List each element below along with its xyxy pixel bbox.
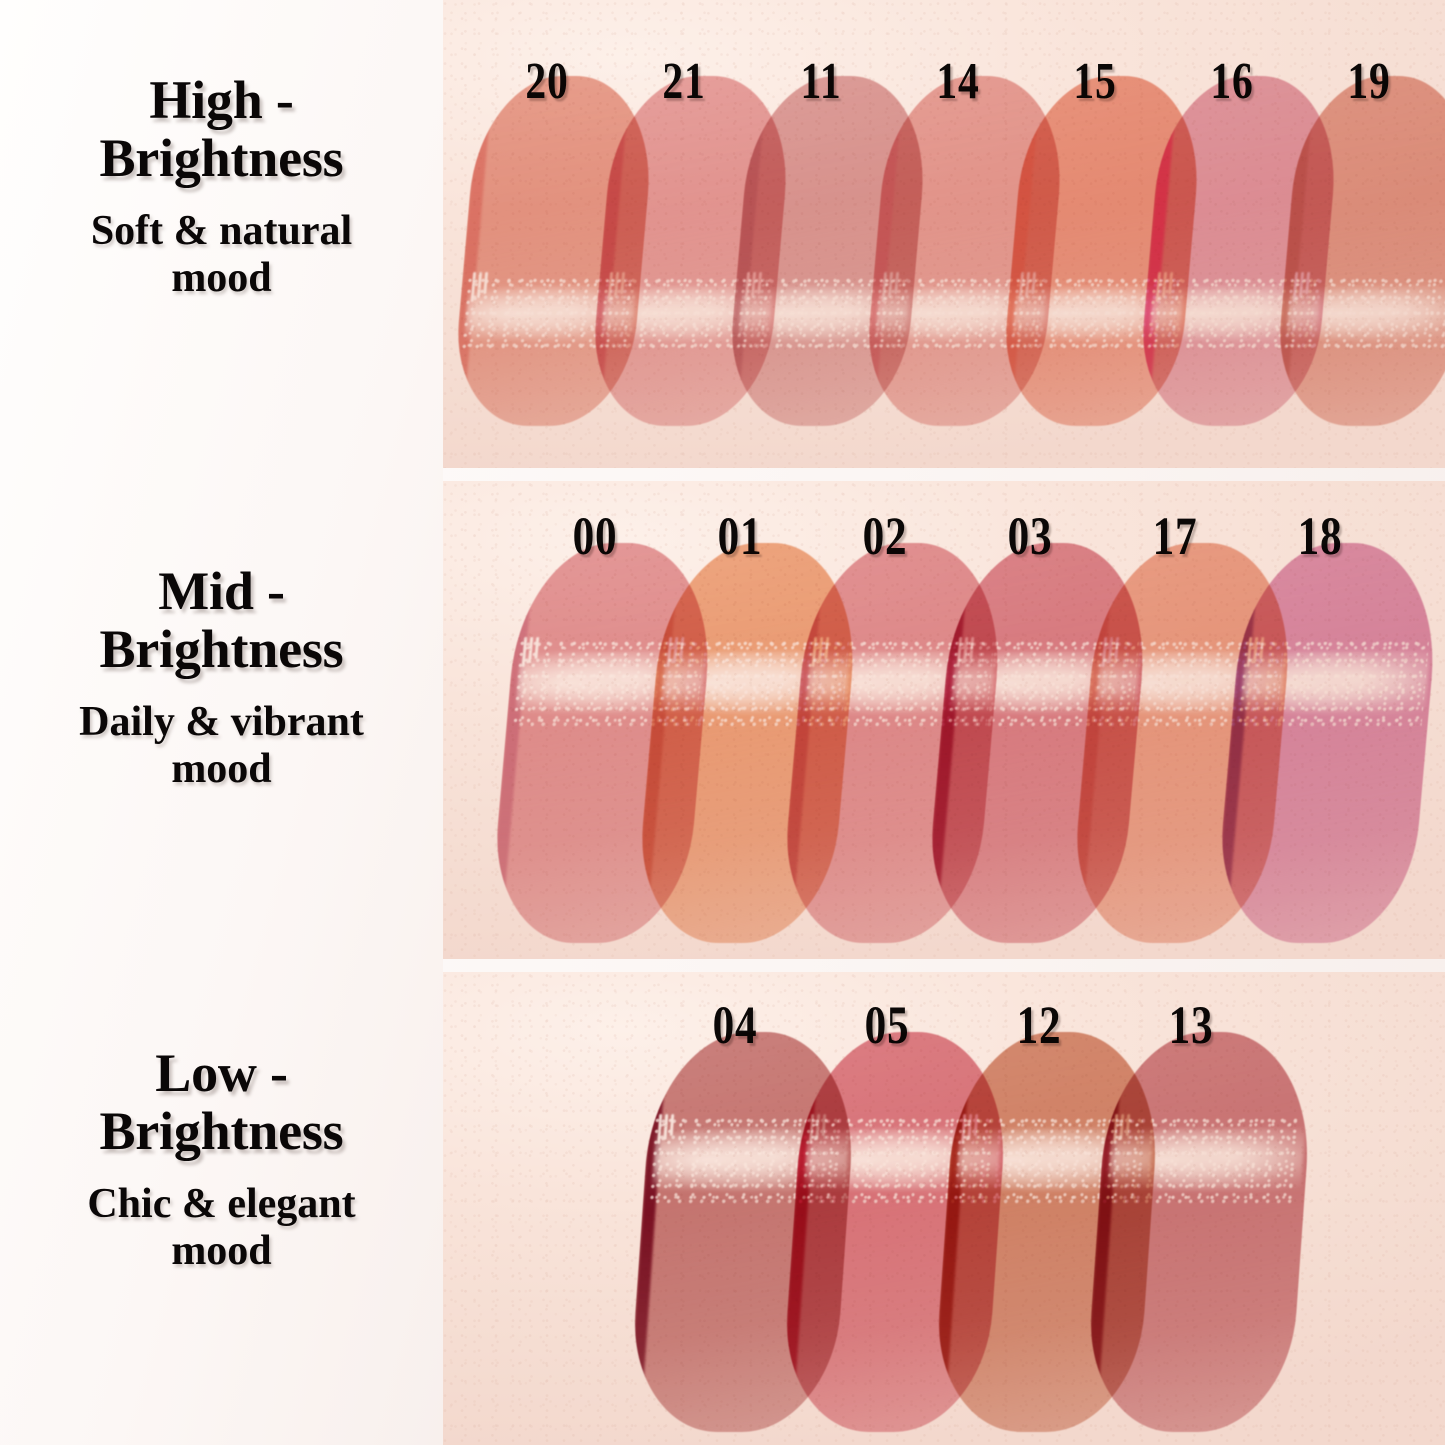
group-title-high-line2: Brightness	[99, 127, 344, 188]
group-subtitle-mid-line2: mood	[171, 746, 272, 793]
swatch-20	[449, 76, 659, 426]
group-title-high-line1: High -	[149, 70, 294, 130]
group-subtitle-mid-line1: Daily & vibrant	[79, 698, 364, 745]
group-subtitle-low: Chic & elegant mood	[0, 1181, 443, 1277]
group-subtitle-high: Soft & natural mood	[0, 208, 443, 304]
swatch-photo-panel-high: 20211114151619	[443, 0, 1445, 468]
group-subtitle-low-line2: mood	[171, 1228, 272, 1275]
caption-block-low: Low - Brightness Chic & elegant mood	[0, 1043, 443, 1277]
caption-block-mid: Mid - Brightness Daily & vibrant mood	[0, 561, 443, 795]
group-subtitle-mid: Daily & vibrant mood	[0, 699, 443, 795]
caption-block-high: High - Brightness Soft & natural mood	[0, 70, 443, 304]
group-subtitle-high-line1: Soft & natural	[90, 207, 353, 254]
group-title-mid-line2: Brightness	[99, 618, 344, 679]
group-title-high: High - Brightness	[0, 70, 443, 188]
swatch-photo-panel-mid: 00 01 02 03 17 18	[443, 481, 1445, 959]
group-title-mid: Mid - Brightness	[0, 561, 443, 679]
group-title-low-line2: Brightness	[99, 1100, 344, 1161]
group-title-mid-line1: Mid -	[158, 561, 285, 621]
swatch-04	[627, 1032, 860, 1432]
group-subtitle-high-line2: mood	[171, 255, 272, 302]
caption-column: High - Brightness Soft & natural mood Mi…	[0, 0, 443, 1445]
group-title-low: Low - Brightness	[0, 1043, 443, 1161]
group-subtitle-low-line1: Chic & elegant	[87, 1180, 356, 1227]
swatch-00	[487, 543, 719, 943]
swatch-photo-panel-low: 04 05 12 13	[443, 972, 1445, 1445]
group-title-low-line1: Low -	[155, 1043, 288, 1103]
